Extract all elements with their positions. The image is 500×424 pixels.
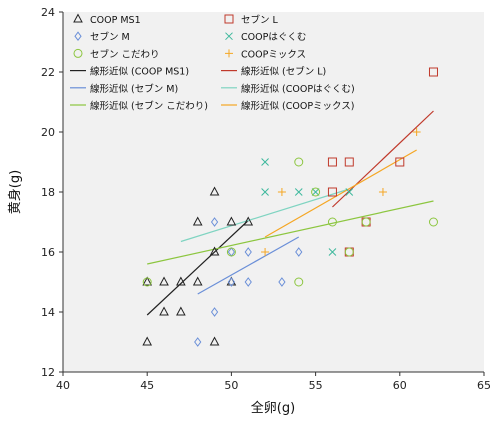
legend-label: 線形近似 (COOP MS1) <box>90 66 189 78</box>
trend-lines <box>146 110 434 316</box>
point-2-3 <box>227 277 236 287</box>
point-5-1 <box>277 188 286 196</box>
trendline-5 <box>264 149 417 238</box>
point-4-6 <box>344 247 354 257</box>
point-3-5 <box>345 188 354 196</box>
x-tick-label: 45 <box>140 379 154 392</box>
point-0-12 <box>226 216 237 226</box>
point-0-7 <box>192 216 203 226</box>
point-2-7 <box>278 277 286 287</box>
point-0-6 <box>192 276 203 286</box>
point-0-13 <box>243 216 254 226</box>
legend-marker-0 <box>73 13 83 23</box>
x-tick-label: 60 <box>393 379 407 392</box>
legend-label: セブン こだわり <box>90 48 160 60</box>
point-5-3 <box>412 128 421 136</box>
legend-marker-2 <box>74 31 82 42</box>
point-4-8 <box>428 217 438 227</box>
point-0-8 <box>209 336 220 346</box>
point-3-1 <box>261 158 269 166</box>
x-axis-title: 全卵(g) <box>251 400 295 416</box>
x-tick-label: 55 <box>309 379 323 392</box>
point-4-4 <box>311 187 321 197</box>
point-0-10 <box>209 186 220 196</box>
point-1-6 <box>428 67 438 77</box>
legend-label: 線形近似 (セブン M) <box>90 83 178 95</box>
legend-label: 線形近似 (セブン こだわり) <box>90 100 208 112</box>
point-0-3 <box>159 276 169 286</box>
point-4-0 <box>142 277 152 287</box>
point-0-0 <box>142 336 153 346</box>
y-tick-label: 24 <box>41 6 55 19</box>
point-3-2 <box>294 188 303 196</box>
legend-marker-5 <box>225 49 233 58</box>
y-tick-label: 12 <box>41 366 55 379</box>
point-3-4 <box>328 248 337 256</box>
legend-marker-4 <box>73 48 83 58</box>
legend-label: 線形近似 (セブン L) <box>241 66 326 78</box>
point-1-5 <box>395 157 405 167</box>
point-2-6 <box>244 247 252 257</box>
legend-marker-1 <box>224 14 234 24</box>
x-tick-label: 40 <box>56 379 70 392</box>
point-2-1 <box>210 307 219 317</box>
legend-label: COOPはぐくむ <box>241 32 306 43</box>
point-0-1 <box>142 276 153 286</box>
point-4-5 <box>327 217 337 227</box>
point-0-2 <box>159 306 169 316</box>
point-0-4 <box>176 306 186 316</box>
trendline-1 <box>332 110 434 208</box>
legend-label: セブン M <box>90 31 130 43</box>
point-1-1 <box>327 157 337 167</box>
y-tick-label: 18 <box>41 186 55 199</box>
point-2-2 <box>210 217 219 227</box>
y-tick-label: 16 <box>41 246 55 259</box>
legend-label: COOPミックス <box>241 49 306 60</box>
y-tick-label: 14 <box>41 306 55 319</box>
point-5-0 <box>261 248 270 256</box>
axes: 40 45 50 55 60 65 12 14 16 18 20 22 24 <box>41 6 491 392</box>
legend-label: 線形近似 (COOPミックス) <box>241 100 354 112</box>
point-4-3 <box>294 157 304 167</box>
point-2-8 <box>295 247 303 257</box>
legend-marker-3 <box>225 32 233 41</box>
point-4-1 <box>226 247 236 257</box>
y-tick-label: 20 <box>41 126 55 139</box>
trendline-4 <box>147 200 434 265</box>
data-points <box>142 67 438 347</box>
point-4-7 <box>361 217 371 227</box>
point-3-0 <box>261 188 269 196</box>
point-5-2 <box>378 188 387 196</box>
plot-area <box>63 12 484 372</box>
trendline-2 <box>197 236 300 295</box>
legend-label: 線形近似 (COOPはぐくむ) <box>241 83 355 95</box>
x-tick-label: 65 <box>477 379 491 392</box>
point-0-9 <box>209 246 220 256</box>
point-2-0 <box>194 337 202 347</box>
point-0-5 <box>176 276 186 286</box>
y-axis-title: 黄身(g) <box>7 170 23 214</box>
point-1-3 <box>344 157 354 167</box>
trendline-3 <box>180 188 350 243</box>
point-3-3 <box>311 188 320 196</box>
point-1-0 <box>327 187 337 197</box>
legend-label: セブン L <box>241 14 279 26</box>
point-2-5 <box>244 277 252 287</box>
x-tick-label: 50 <box>224 379 238 392</box>
y-tick-label: 22 <box>41 66 55 79</box>
legend-label: COOP MS1 <box>90 15 141 26</box>
point-4-2 <box>294 277 304 287</box>
trendline-0 <box>146 220 249 316</box>
